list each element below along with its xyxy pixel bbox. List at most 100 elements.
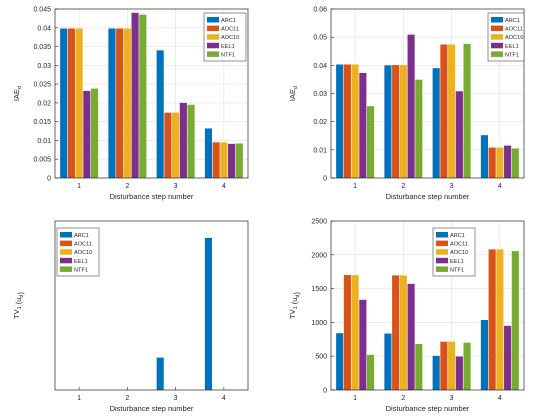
y-tick-label: 0.015: [33, 119, 51, 126]
y-tick-label: 0: [323, 176, 327, 183]
y-tick-label: 0.02: [37, 100, 51, 107]
legend-label-NTF1: NTF1: [74, 267, 88, 273]
bar-AOC11-2: [392, 275, 400, 390]
bar-ARC1-3: [156, 357, 164, 390]
x-tick-label: 2: [125, 183, 129, 190]
y-axis-label: TV1 (ud): [12, 292, 25, 319]
x-tick-label: 4: [498, 395, 502, 402]
legend-swatch-EEL1: [436, 257, 448, 264]
legend-label-AOC10: AOC10: [74, 250, 92, 256]
bar-EEL1-4: [228, 143, 236, 178]
bar-NTF1-3: [187, 104, 195, 178]
x-tick-label: 1: [353, 183, 357, 190]
legend-swatch-EEL1: [491, 42, 503, 49]
y-axis-label-subscript: d: [17, 86, 23, 89]
bar-ARC1-1: [336, 333, 344, 390]
bar-EEL1-2: [131, 12, 139, 179]
bar-NTF1-2: [139, 14, 147, 179]
bar-ARC1-1: [60, 28, 68, 179]
bar-ARC1-2: [108, 28, 116, 179]
legend-label-NTF1: NTF1: [505, 52, 519, 58]
legend-label-EEL1: EEL1: [74, 259, 88, 265]
legend-swatch-NTF1: [436, 266, 448, 272]
bar-EEL1-3: [455, 356, 463, 390]
legend-label-AOC10: AOC10: [450, 250, 468, 256]
chart-panel-bottom-left: 1 2 3 4 Disturbance step number TV1 (ud) ARC1 A…: [12, 220, 249, 413]
bar-NTF1-2: [415, 344, 423, 390]
bar-AOC11-1: [343, 275, 351, 390]
legend-swatch-EEL1: [207, 42, 219, 49]
y-tick-label: 0.04: [37, 25, 51, 32]
x-tick-label: 2: [401, 183, 405, 190]
legend-swatch-EEL1: [60, 257, 72, 264]
legend-label-NTF1: NTF1: [450, 267, 464, 273]
y-axis-label-subscript: d: [295, 295, 301, 298]
y-tick-label: 0: [47, 176, 51, 183]
chart-panel-bottom-right: 0 500 1000 1500 2000 2500 1 2 3 4 Disturbance step…: [288, 219, 525, 413]
x-axis-label: Disturbance step number: [386, 192, 470, 201]
legend-swatch-AOC10: [60, 249, 72, 255]
bar-AOC10-2: [399, 65, 407, 178]
y-tick-label: 0.045: [33, 7, 51, 14]
y-tick-label: 0.005: [33, 157, 51, 164]
legend-swatch-ARC1: [436, 232, 448, 238]
bar-ARC1-3: [432, 68, 440, 178]
bar-ARC1-4: [480, 320, 488, 390]
bar-AOC11-4: [212, 142, 220, 178]
y-axis-label-subscript: 1: [17, 306, 23, 309]
bar-AOC11-3: [440, 44, 448, 178]
y-axis-label: IAEd: [12, 86, 23, 101]
legend-label-AOC11: AOC11: [221, 27, 239, 33]
bar-EEL1-4: [504, 145, 512, 178]
legend-label-EEL1: EEL1: [450, 259, 464, 265]
x-tick-label: 1: [353, 395, 357, 402]
x-axis-label: Disturbance step number: [386, 404, 470, 413]
legend-swatch-AOC11: [491, 25, 503, 32]
y-axis-label-subscript: d: [19, 295, 25, 298]
legend-swatch-NTF1: [207, 51, 219, 57]
y-axis-label: IAEd: [288, 86, 299, 101]
x-tick-label: 2: [125, 395, 129, 402]
legend: ARC1 AOC11 AOC10 EEL1 NTF1: [56, 227, 100, 277]
bar-AOC11-4: [488, 147, 496, 178]
bar-AOC11-1: [67, 28, 75, 179]
x-tick-label: 4: [222, 183, 226, 190]
x-axis-label: Disturbance step number: [110, 404, 194, 413]
y-axis-label-subscript: 1: [293, 306, 299, 309]
x-tick-label: 3: [174, 395, 178, 402]
bar-EEL1-4: [504, 325, 512, 390]
x-tick-label: 1: [77, 183, 81, 190]
bar-AOC10-3: [448, 44, 456, 178]
y-tick-label: 1000: [311, 320, 327, 327]
y-tick-label: 0.03: [37, 63, 51, 70]
bar-EEL1-2: [407, 283, 415, 390]
legend-label-ARC1: ARC1: [505, 18, 520, 24]
y-axis-label-subscript: d: [293, 86, 299, 89]
axes-frame: [54, 220, 249, 391]
x-tick-label: 4: [222, 395, 226, 402]
legend-label-ARC1: ARC1: [221, 18, 236, 24]
bar-AOC10-1: [75, 28, 83, 179]
y-axis-label-part: ): [292, 292, 301, 295]
y-tick-label: 0.035: [33, 44, 51, 51]
y-tick-label: 0.01: [37, 138, 51, 145]
bar-NTF1-3: [463, 43, 471, 178]
bar-AOC10-3: [172, 112, 180, 178]
y-axis-label: TV1 (ud): [288, 292, 301, 319]
legend: ARC1 AOC11 AOC10 EEL1 NTF1: [432, 227, 476, 277]
bar-AOC10-3: [448, 341, 456, 390]
legend-swatch-ARC1: [60, 232, 72, 238]
y-axis-label-part: TV: [288, 309, 297, 319]
bar-AOC11-4: [488, 249, 496, 390]
y-axis-label-part: IAE: [12, 89, 21, 101]
legend-swatch-AOC10: [491, 34, 503, 40]
legend-label-ARC1: ARC1: [74, 233, 89, 239]
legend-label-EEL1: EEL1: [505, 44, 519, 50]
bar-EEL1-1: [359, 72, 367, 178]
bar-AOC10-1: [351, 275, 359, 390]
bar-EEL1-3: [455, 91, 463, 178]
legend-label-EEL1: EEL1: [221, 44, 235, 50]
legend-swatch-AOC10: [436, 249, 448, 255]
y-axis-label-part: TV: [12, 309, 21, 319]
y-tick-label: 0.06: [313, 7, 327, 14]
